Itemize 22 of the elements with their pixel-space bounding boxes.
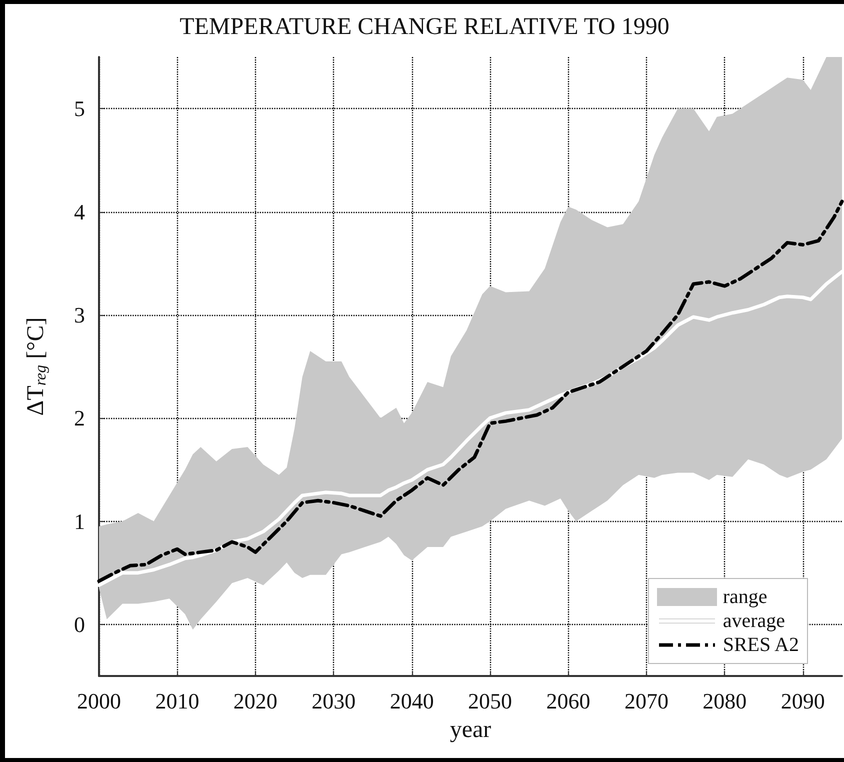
y-tick-label: 3: [74, 302, 85, 328]
x-tick-label: 2000: [77, 688, 121, 714]
x-tick-label: 2060: [546, 688, 590, 714]
y-tick-label: 0: [74, 612, 85, 637]
legend-label: average: [722, 609, 786, 633]
y-tick-label: 4: [74, 199, 85, 224]
x-axis-title: year: [450, 717, 492, 743]
chart-title: TEMPERATURE CHANGE RELATIVE TO 1990: [180, 14, 670, 40]
y-tick-label: 5: [74, 96, 85, 122]
annotation: range: [722, 585, 768, 609]
legend-label: SRES A2: [722, 633, 799, 657]
y-axis-title: ΔTreg [°C]: [23, 317, 50, 416]
x-tick-label: 2030: [312, 688, 356, 714]
x-tick-label: 2010: [155, 688, 200, 714]
x-tick-label: 2070: [624, 688, 668, 714]
y-tick-label: 1: [74, 508, 85, 534]
x-tick-label: 2020: [233, 688, 278, 714]
x-tick-label: 2080: [702, 688, 747, 714]
x-tick-label: 2040: [390, 688, 434, 714]
x-tick-label: 2090: [780, 688, 825, 714]
x-tick-label: 2050: [468, 688, 512, 714]
y-tick-label: 2: [74, 406, 85, 431]
